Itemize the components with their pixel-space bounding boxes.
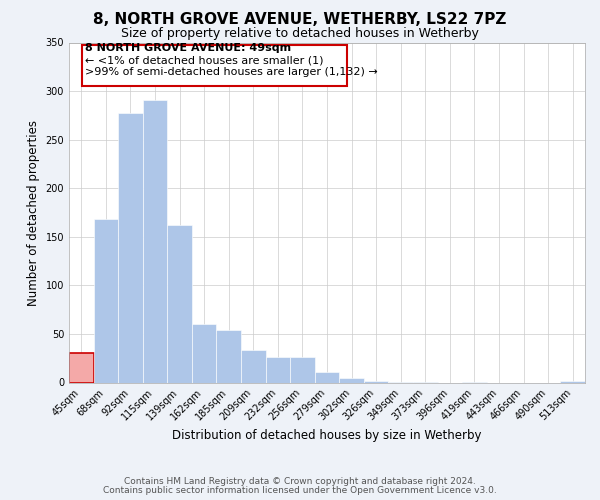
X-axis label: Distribution of detached houses by size in Wetherby: Distribution of detached houses by size … — [172, 429, 482, 442]
Bar — [339, 378, 364, 382]
Bar — [192, 324, 217, 382]
Bar — [315, 372, 339, 382]
Bar — [69, 354, 94, 382]
Bar — [364, 380, 388, 382]
Y-axis label: Number of detached properties: Number of detached properties — [27, 120, 40, 306]
Text: ← <1% of detached houses are smaller (1): ← <1% of detached houses are smaller (1) — [85, 55, 323, 65]
FancyBboxPatch shape — [82, 46, 347, 86]
Text: Size of property relative to detached houses in Wetherby: Size of property relative to detached ho… — [121, 28, 479, 40]
Bar — [143, 100, 167, 382]
Bar — [167, 225, 192, 382]
Bar — [241, 350, 266, 382]
Text: 8 NORTH GROVE AVENUE: 49sqm: 8 NORTH GROVE AVENUE: 49sqm — [85, 44, 291, 54]
Text: Contains HM Land Registry data © Crown copyright and database right 2024.: Contains HM Land Registry data © Crown c… — [124, 477, 476, 486]
Bar — [560, 380, 585, 382]
Bar — [266, 357, 290, 382]
Bar — [217, 330, 241, 382]
Bar — [94, 220, 118, 382]
Text: >99% of semi-detached houses are larger (1,132) →: >99% of semi-detached houses are larger … — [85, 67, 378, 77]
Text: Contains public sector information licensed under the Open Government Licence v3: Contains public sector information licen… — [103, 486, 497, 495]
Text: 8, NORTH GROVE AVENUE, WETHERBY, LS22 7PZ: 8, NORTH GROVE AVENUE, WETHERBY, LS22 7P… — [94, 12, 506, 28]
Bar — [290, 357, 315, 382]
Bar — [118, 114, 143, 382]
